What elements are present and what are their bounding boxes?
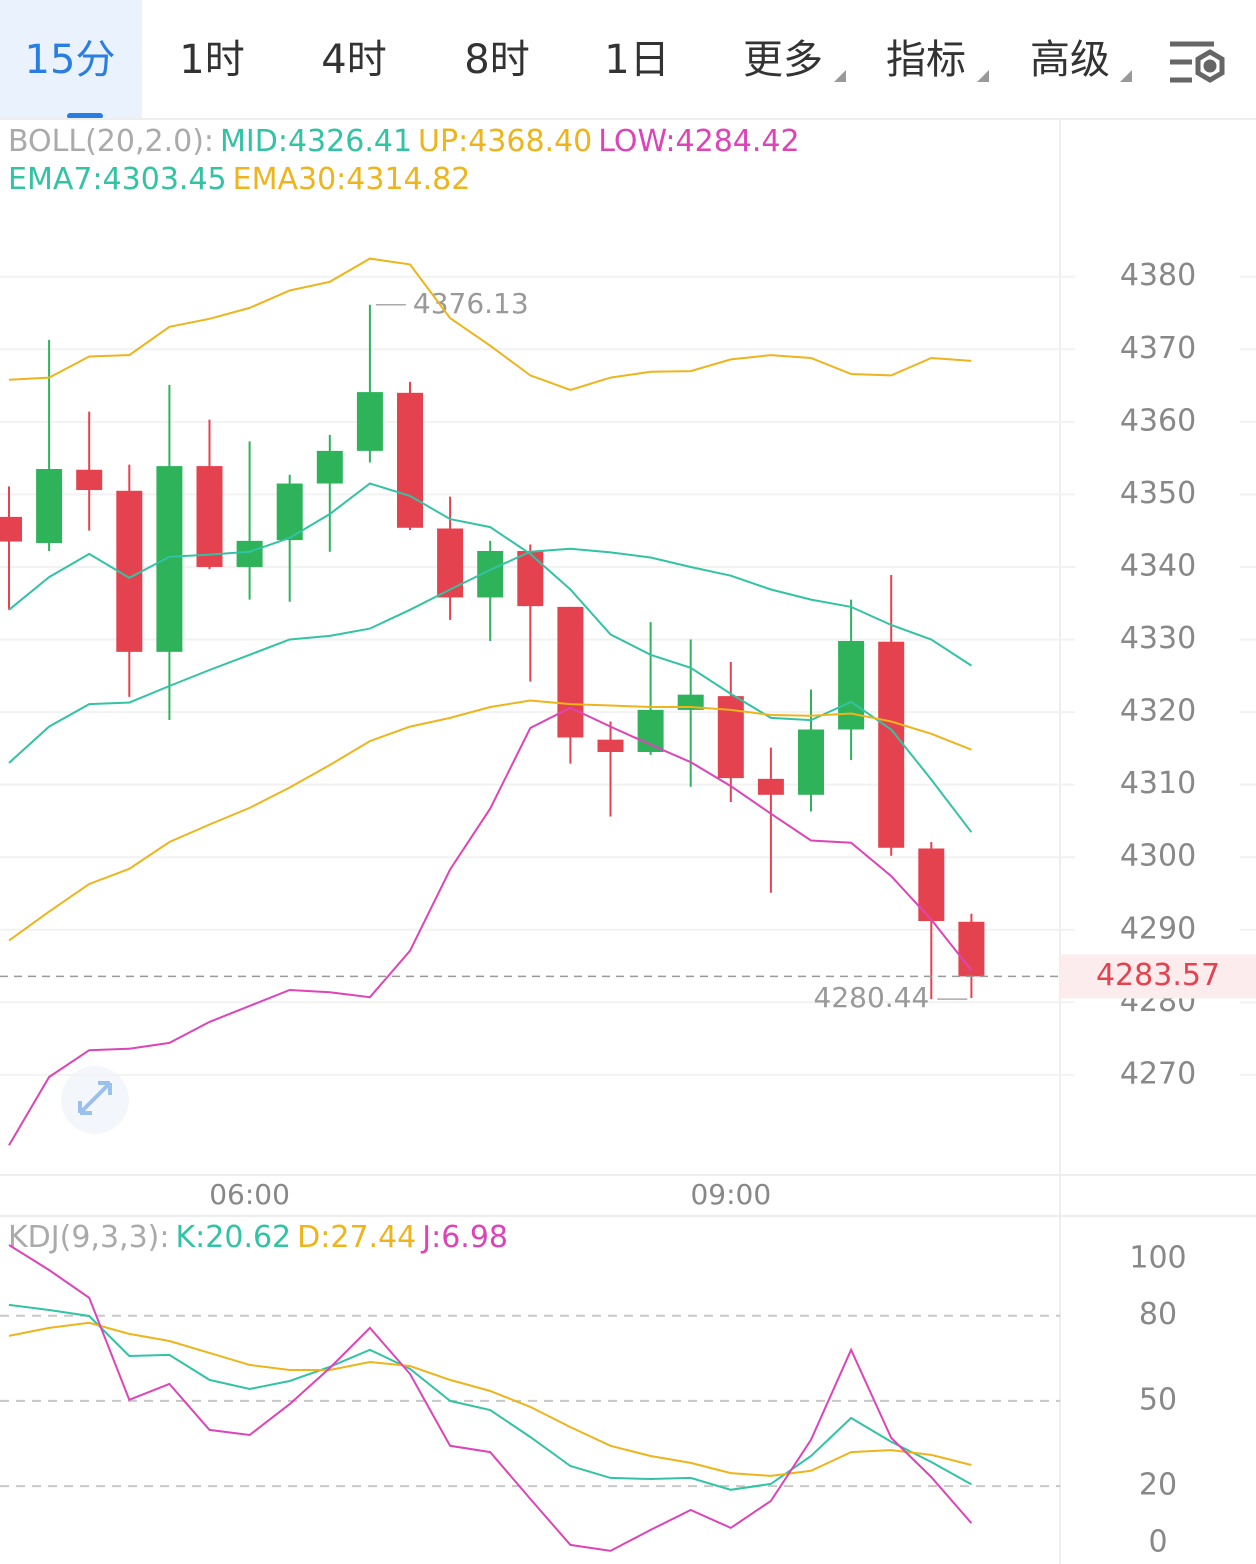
candle-body	[356, 392, 383, 451]
dropdown-arrow	[1120, 70, 1132, 82]
candle-body	[36, 469, 63, 544]
candle-body	[156, 466, 183, 652]
candle-body	[878, 641, 905, 848]
y-tick-label: 4350	[1120, 476, 1196, 511]
candle-body	[397, 392, 423, 528]
tab[interactable]: 更多	[743, 37, 823, 83]
candle-body	[316, 450, 343, 484]
x-tick-label: 09:00	[690, 1178, 771, 1211]
legend-entry: MID:4326.41	[220, 124, 412, 159]
tab[interactable]: 15分	[25, 37, 116, 83]
tab[interactable]: 1日	[604, 37, 669, 83]
last-price-label: 4283.57	[1096, 958, 1220, 993]
series-line	[8, 1244, 973, 1552]
legend-entry: EMA30:4314.82	[233, 162, 471, 197]
legend-title: BOLL(20,2.0):	[8, 124, 214, 159]
y-tick-label: 100	[1129, 1240, 1186, 1275]
x-tick-label: 06:00	[209, 1178, 290, 1211]
legend-entry: K:20.62	[175, 1220, 291, 1255]
candle-body	[597, 739, 624, 752]
dropdown-arrow	[834, 70, 846, 82]
chart-layer: 4270428042904300431043204330434043504360…	[0, 124, 1256, 1559]
y-tick-label: 4270	[1120, 1056, 1196, 1091]
candle-body	[116, 490, 143, 652]
active-tab-indicator	[67, 113, 103, 119]
y-tick-label: 4380	[1120, 258, 1196, 293]
tab[interactable]: 指标	[886, 37, 966, 83]
candle-body	[437, 528, 464, 598]
candle-body	[557, 606, 584, 738]
candle-body	[76, 469, 103, 491]
candle-body	[0, 516, 22, 542]
y-tick-label: 4320	[1120, 694, 1196, 729]
y-tick-label: 4360	[1120, 403, 1196, 438]
expand-button[interactable]	[61, 1066, 129, 1134]
y-tick-label: 4290	[1120, 911, 1196, 946]
y-tick-label: 4370	[1120, 331, 1196, 366]
candle-body	[517, 550, 544, 607]
legend: BOLL(20,2.0): MID:4326.41 UP:4368.40 LOW:42…	[8, 124, 800, 159]
high-label: 4376.13	[413, 287, 529, 320]
y-tick-label: 4300	[1120, 839, 1196, 874]
candle-body	[798, 729, 824, 795]
y-tick-label: 80	[1139, 1297, 1177, 1332]
candle-body	[236, 540, 263, 567]
legend: EMA7:4303.45 EMA30:4314.82	[8, 162, 470, 197]
series-line	[8, 547, 972, 764]
low-label: 4280.44	[814, 981, 930, 1014]
y-tick-label: 0	[1148, 1524, 1167, 1559]
legend-entry: LOW:4284.42	[598, 124, 799, 159]
legend-entry: EMA7:4303.45	[8, 162, 227, 197]
settings-icon[interactable]	[1170, 41, 1225, 83]
y-tick-label: 4330	[1120, 621, 1196, 656]
tab[interactable]: 高级	[1030, 37, 1110, 83]
tab[interactable]: 8时	[464, 37, 529, 83]
tab[interactable]: 1时	[179, 37, 244, 83]
legend-entry: UP:4368.40	[418, 124, 592, 159]
y-tick-label: 20	[1139, 1468, 1177, 1503]
dropdown-arrow	[977, 70, 989, 82]
legend-entry: J:6.98	[420, 1220, 508, 1255]
candle-body	[196, 466, 223, 567]
series-line	[8, 706, 973, 1146]
candle-body	[958, 921, 985, 977]
active-tab-bg	[0, 0, 142, 118]
series-line	[8, 482, 973, 833]
series-line	[8, 699, 972, 942]
tab[interactable]: 4时	[321, 37, 386, 83]
y-tick-label: 50	[1139, 1382, 1177, 1417]
tab-bar: 15分 1时 4时 8时 1日 更多 指标 高级	[0, 0, 1256, 120]
y-tick-label: 4340	[1120, 548, 1196, 583]
series-line	[8, 1321, 972, 1477]
series-line	[8, 1303, 972, 1491]
legend-entry: D:27.44	[297, 1220, 416, 1255]
candle-body	[276, 483, 303, 541]
legend-title: KDJ(9,3,3):	[8, 1220, 169, 1255]
legend: KDJ(9,3,3): K:20.62 D:27.44 J:6.98	[8, 1220, 508, 1255]
last-price-bg	[1060, 954, 1256, 999]
y-tick-label: 4310	[1120, 766, 1196, 801]
candle-body	[757, 778, 784, 795]
series-line	[8, 257, 972, 391]
